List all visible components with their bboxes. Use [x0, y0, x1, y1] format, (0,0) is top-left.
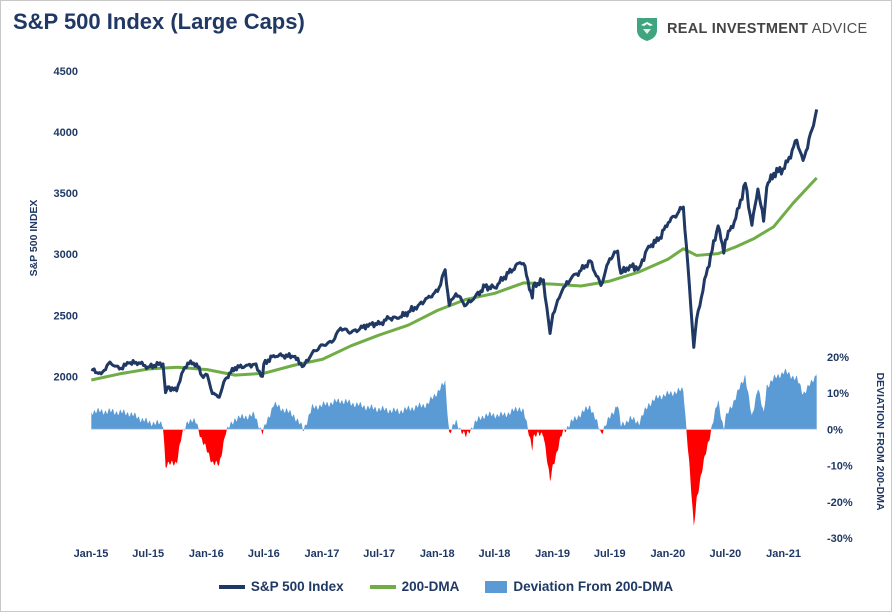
legend-item: Deviation From 200-DMA	[485, 579, 673, 594]
y2-tick-label: -20%	[827, 497, 853, 509]
x-tick-label: Jul-17	[363, 548, 395, 560]
brand-logo-text-bold: REAL INVESTMENT	[667, 21, 809, 37]
x-tick-label: Jul-20	[709, 548, 741, 560]
chart-svg: 2000 2500 3000 3500 4000 4500 S&P 500 INDEX 20%…	[28, 66, 886, 560]
y-axis-title: S&P 500 INDEX	[28, 200, 40, 277]
x-tick-label: Jul-15	[132, 548, 164, 560]
legend-swatch	[485, 580, 508, 593]
dma-200-line	[90, 176, 818, 382]
y-tick-label: 4000	[54, 127, 78, 139]
x-tick-label: Jan-21	[766, 548, 801, 560]
y2-tick-label: 0%	[827, 424, 843, 436]
chart-legend: S&P 500 Index 200-DMA Deviation From 200-D…	[1, 579, 891, 594]
deviation-positive-area	[91, 368, 817, 430]
legend-swatch	[369, 584, 396, 589]
y2-axis-title: DEVIATION FROM 200-DMA	[874, 372, 886, 510]
x-tick-label: Jul-18	[479, 548, 511, 560]
legend-label: Deviation From 200-DMA	[513, 579, 674, 594]
y-tick-label: 4500	[54, 66, 78, 78]
y2-tick-label: 20%	[827, 352, 849, 364]
x-tick-label: Jan-15	[74, 548, 109, 560]
y-tick-label: 2000	[54, 371, 78, 383]
y-tick-label: 2500	[54, 310, 78, 322]
y2-tick-label: -30%	[827, 533, 853, 545]
x-tick-label: Jan-17	[305, 548, 340, 560]
x-tick-label: Jan-19	[535, 548, 570, 560]
chart-title: S&P 500 Index (Large Caps)	[13, 9, 305, 34]
legend-label: S&P 500 Index	[250, 579, 344, 594]
x-tick-label: Jan-16	[189, 548, 224, 560]
x-tick-label: Jan-18	[420, 548, 455, 560]
y-tick-label: 3000	[54, 249, 78, 261]
brand-logo: REAL INVESTMENT ADVICE	[635, 16, 868, 42]
legend-item: S&P 500 Index	[218, 579, 344, 594]
y2-tick-label: -10%	[827, 461, 853, 473]
brand-logo-text-regular: ADVICE	[808, 21, 868, 37]
y-tick-label: 3500	[54, 188, 78, 200]
deviation-negative-area	[91, 429, 817, 526]
sp500-index-line	[90, 109, 819, 399]
legend-label: 200-DMA	[401, 579, 460, 594]
x-tick-label: Jan-20	[650, 548, 685, 560]
brand-logo-text: REAL INVESTMENT ADVICE	[667, 21, 868, 37]
eagle-shield-logo-icon	[637, 18, 657, 41]
y2-tick-label: 10%	[827, 388, 849, 400]
legend-swatch	[218, 584, 245, 589]
x-tick-label: Jul-19	[594, 548, 626, 560]
legend-item: 200-DMA	[369, 579, 460, 594]
x-tick-label: Jul-16	[248, 548, 280, 560]
